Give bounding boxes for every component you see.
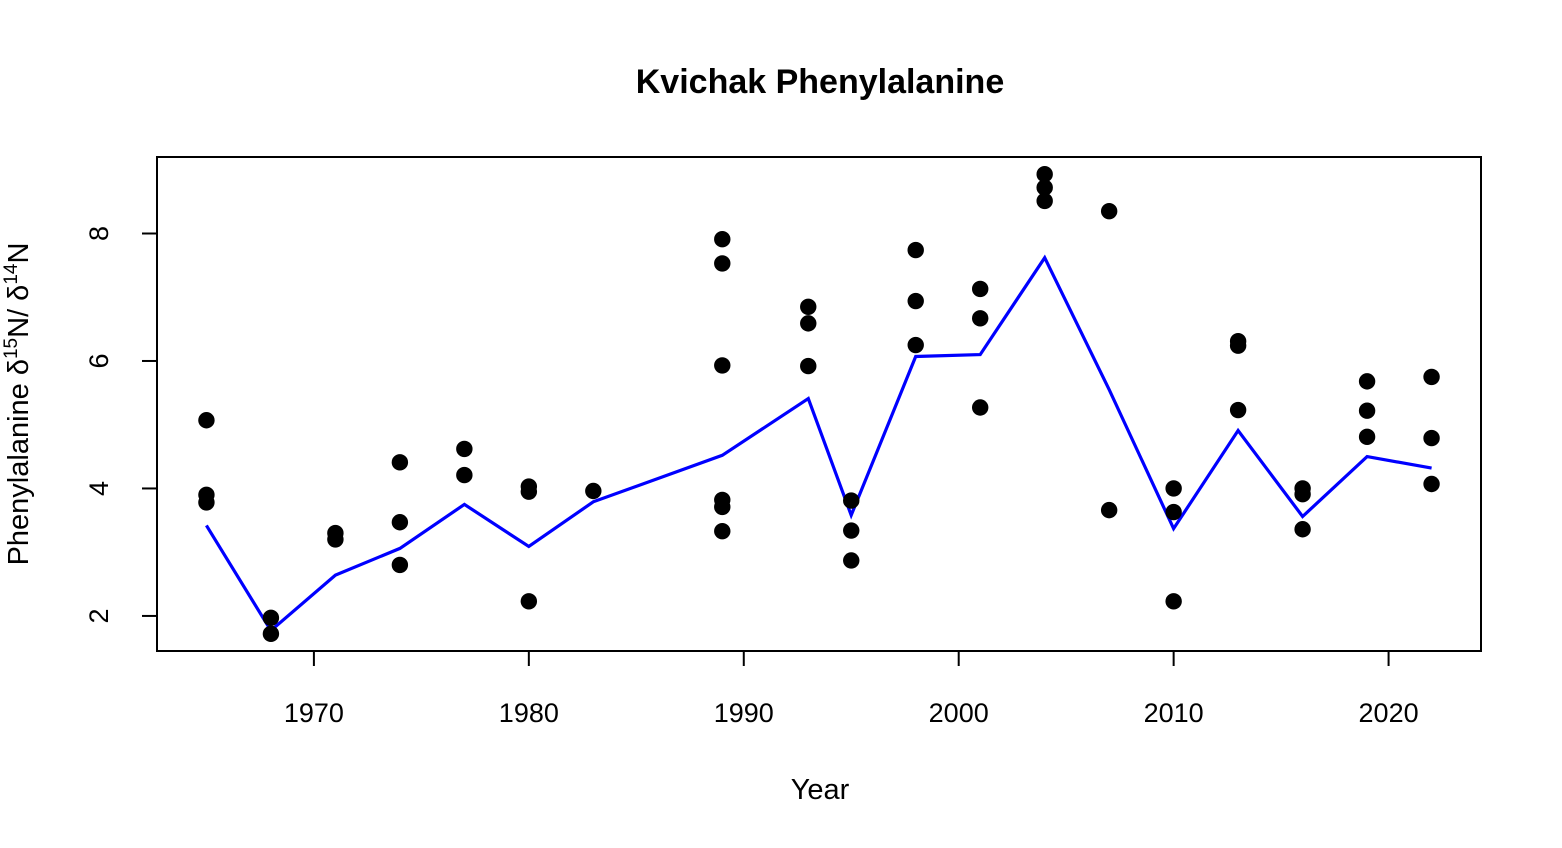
- data-point: [1036, 166, 1053, 183]
- data-point: [262, 609, 280, 627]
- data-point: [1358, 402, 1376, 419]
- data-point: [1229, 337, 1247, 354]
- data-point: [1165, 593, 1182, 610]
- data-point: [391, 454, 409, 471]
- x-tick-label: 2020: [1359, 698, 1419, 728]
- data-point: [972, 399, 989, 416]
- plot-frame: [156, 156, 1482, 652]
- y-tick-label: 2: [84, 608, 114, 623]
- data-point: [1294, 521, 1311, 538]
- data-point: [714, 498, 731, 516]
- data-point: [1423, 429, 1440, 447]
- data-point: [1165, 503, 1182, 521]
- data-point: [520, 483, 538, 500]
- data-point: [198, 494, 215, 511]
- data-point: [972, 310, 989, 327]
- data-point: [1229, 401, 1247, 419]
- data-point: [456, 440, 473, 458]
- y-axis: 2 4 6 8: [84, 226, 158, 623]
- data-point: [520, 593, 538, 610]
- mean-line-series: [205, 254, 1432, 634]
- y-axis-label-suffix: N: [3, 243, 35, 264]
- data-point: [714, 255, 731, 272]
- x-tick-label: 2010: [1144, 698, 1204, 728]
- chart-title: Kvichak Phenylalanine: [636, 63, 1005, 101]
- data-point: [1036, 179, 1053, 196]
- data-point: [456, 466, 473, 484]
- x-tick-label: 1970: [284, 698, 344, 728]
- y-axis-label-sup1: 15: [1, 338, 22, 359]
- x-tick-label: 1980: [499, 698, 559, 728]
- data-point: [1165, 480, 1182, 497]
- data-point: [327, 531, 344, 548]
- data-point: [1358, 428, 1376, 446]
- mean-line: [205, 254, 1432, 634]
- data-point: [1100, 202, 1118, 220]
- y-axis-label-sup2: 14: [1, 263, 22, 285]
- y-tick-label: 4: [84, 481, 114, 496]
- data-point: [1358, 373, 1376, 390]
- x-tick-label: 2000: [929, 698, 989, 728]
- y-tick-label: 6: [84, 353, 114, 368]
- data-point: [1294, 485, 1311, 503]
- x-axis-label: Year: [791, 774, 850, 806]
- data-point: [1423, 368, 1440, 386]
- x-axis: 1970 1980 1990 2000 2010 2020: [284, 650, 1419, 728]
- data-point: [843, 522, 860, 539]
- data-point: [714, 522, 731, 540]
- data-point: [843, 492, 860, 509]
- data-point: [198, 412, 215, 429]
- data-point: [907, 292, 924, 310]
- data-point: [585, 482, 602, 500]
- y-axis-label-mid: N/ δ: [3, 285, 35, 338]
- data-point: [800, 315, 817, 332]
- y-axis-label-prefix: Phenylalanine δ: [3, 359, 35, 565]
- data-point: [391, 556, 409, 574]
- data-point: [972, 280, 989, 298]
- data-point: [714, 357, 731, 374]
- y-axis-label: Phenylalanine δ15N/ δ14N: [1, 243, 35, 566]
- data-point: [262, 625, 280, 642]
- data-point: [714, 231, 731, 248]
- data-point: [907, 336, 924, 354]
- x-tick-label: 1990: [714, 698, 774, 728]
- observation-points-series: [198, 166, 1440, 642]
- data-point: [391, 514, 409, 531]
- data-point: [843, 552, 860, 569]
- data-point: [1036, 192, 1053, 210]
- data-point: [1100, 501, 1118, 519]
- data-point: [800, 298, 817, 315]
- data-point: [907, 241, 924, 259]
- data-point: [1423, 475, 1440, 493]
- y-tick-label: 8: [84, 226, 114, 241]
- data-point: [800, 357, 817, 375]
